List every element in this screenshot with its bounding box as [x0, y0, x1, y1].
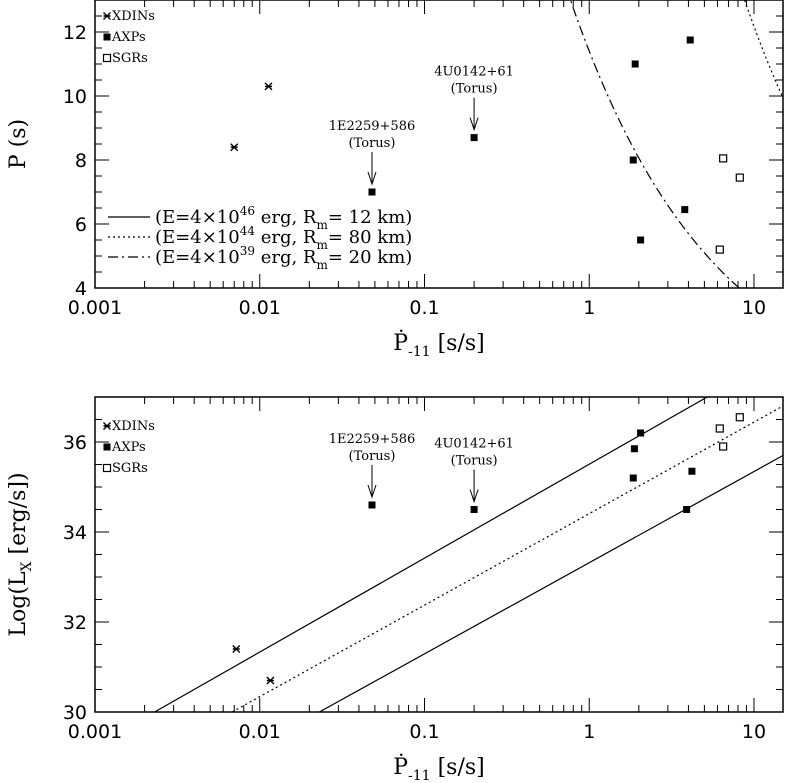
annotation-arrow-head	[367, 171, 377, 186]
data-point-axps	[630, 445, 638, 453]
annotation-note: (Torus)	[349, 449, 396, 464]
data-point-axps	[368, 188, 376, 196]
fit-line-dotted	[231, 405, 783, 712]
data-point-axps	[688, 467, 696, 475]
x-tick-label: 0.01	[239, 721, 281, 743]
data-point-axps	[631, 60, 639, 68]
x-axis-label: Ṗ-11 [s/s]	[393, 329, 485, 360]
legend-marker	[102, 53, 112, 63]
y-tick-label: 30	[63, 702, 87, 724]
data-point-axps	[637, 429, 645, 437]
fit-line-solid	[154, 397, 708, 712]
data-layer	[154, 397, 783, 712]
y-axis-label: Log(LX [erg/s])	[6, 472, 35, 636]
legend-label: XDINs	[112, 419, 155, 434]
curve-legend-text: (E=4×1046 erg, Rm= 12 km)	[155, 204, 412, 232]
annotation-arrow-head	[469, 489, 479, 504]
y-axis-label: P (s)	[6, 119, 31, 169]
data-point-axps	[470, 506, 478, 513]
annotation-name: 4U0142+61	[434, 437, 514, 452]
y-tick-label: 36	[63, 432, 87, 454]
data-point-xdins	[264, 82, 273, 91]
annotation-arrow-head	[469, 117, 479, 132]
x-tick-label: 0.1	[409, 721, 439, 743]
data-point-axps	[683, 506, 691, 513]
y-tick-label: 32	[63, 612, 87, 634]
data-layer	[569, 0, 783, 288]
x-tick-label: 1	[583, 721, 595, 743]
data-point-axps	[368, 501, 376, 509]
annotation-arrow-head	[367, 484, 377, 499]
data-point-sgrs	[735, 413, 744, 422]
x-tick-label: 10	[742, 721, 766, 743]
y-tick-label: 34	[63, 522, 87, 544]
data-point-xdins	[232, 645, 241, 653]
x-tick-label: 0.1	[409, 297, 439, 319]
x-tick-label: 10	[742, 297, 766, 319]
top-panel: 0.001 0.01 0.1 1 10 4 6 8 10 12 Ṗ-11 [s/s] P (s) (E=…	[6, 0, 784, 360]
data-point-axps	[686, 36, 694, 44]
data-point-sgrs	[735, 173, 744, 182]
legend-label: SGRs	[112, 51, 148, 66]
data-point-sgrs	[715, 245, 724, 254]
data-point-axps	[637, 236, 645, 244]
legend-marker	[103, 422, 111, 430]
y-tick-label: 12	[63, 22, 87, 44]
model-curve-dotted	[743, 0, 783, 100]
curve-legend-text: (E=4×1039 erg, Rm= 20 km)	[155, 244, 412, 272]
y-tick-label: 8	[75, 150, 87, 172]
curve-legend-text: (E=4×1044 erg, Rm= 80 km)	[155, 224, 412, 252]
data-point-sgrs	[719, 442, 728, 451]
annotation-name: 1E2259+586	[329, 432, 416, 447]
annotation-name: 4U0142+61	[434, 65, 514, 80]
y-tick-label: 6	[75, 214, 87, 236]
legend-label: AXPs	[111, 440, 146, 455]
x-tick-label: 0.01	[239, 297, 281, 319]
annotation-note: (Torus)	[451, 454, 498, 469]
annotation-name: 1E2259+586	[329, 119, 416, 134]
data-point-xdins	[230, 143, 239, 152]
legend-marker	[103, 443, 111, 451]
bottom-panel: 0.001 0.01 0.1 1 10 30 32 34 36 Ṗ-11 [s/s] Log(LX …	[6, 396, 784, 783]
data-point-xdins	[266, 676, 275, 685]
y-tick-label: 4	[75, 278, 87, 300]
model-curve-dashdot	[569, 0, 740, 288]
fit-line-solid	[319, 454, 783, 712]
legend-marker	[103, 33, 111, 41]
y-tick-label: 10	[63, 86, 87, 108]
data-point-sgrs	[719, 154, 728, 163]
annotation-note: (Torus)	[349, 136, 396, 151]
x-tick-label: 0.001	[68, 297, 122, 319]
legend-label: XDINs	[112, 9, 155, 24]
data-point-axps	[629, 156, 637, 164]
data-point-axps	[681, 206, 689, 214]
legend-marker	[102, 463, 112, 473]
data-point-axps	[629, 474, 637, 482]
x-tick-label: 0.001	[68, 721, 122, 743]
annotation-note: (Torus)	[451, 82, 498, 97]
data-point-axps	[470, 134, 478, 142]
legend-label: AXPs	[111, 30, 146, 45]
legend-marker	[103, 12, 111, 20]
x-tick-label: 1	[583, 297, 595, 319]
legend-label: SGRs	[112, 461, 148, 476]
data-point-sgrs	[715, 424, 724, 433]
x-axis-label: Ṗ-11 [s/s]	[393, 753, 485, 783]
